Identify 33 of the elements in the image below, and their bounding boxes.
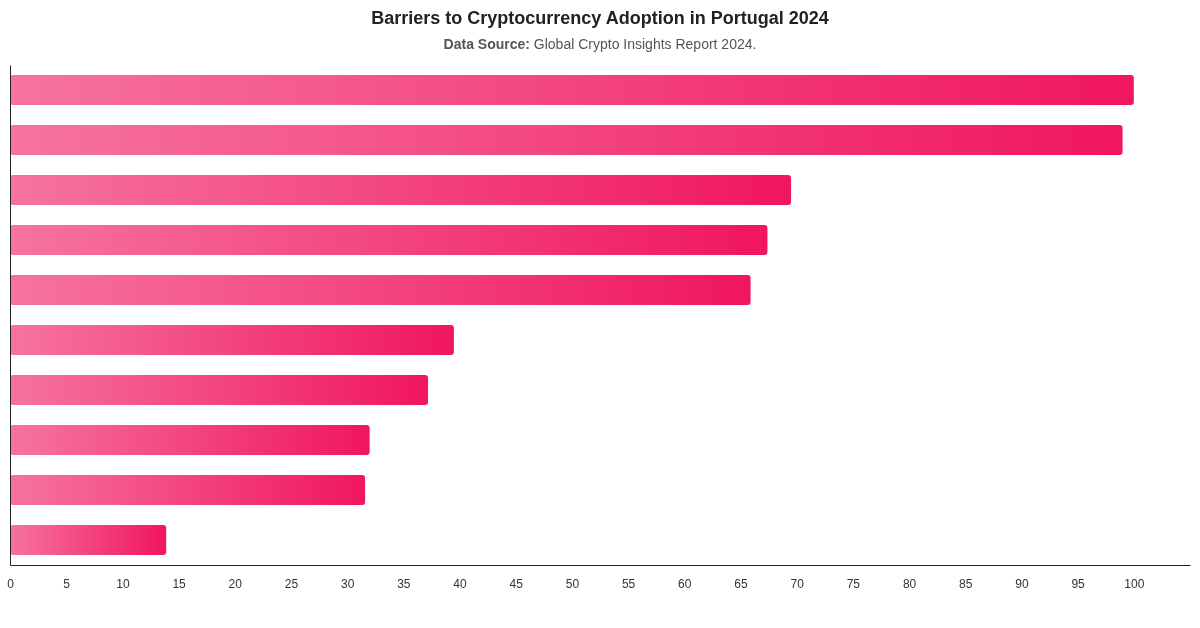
bar bbox=[10, 475, 366, 505]
x-tick-label: 85 bbox=[959, 576, 973, 591]
chart-title: Barriers to Cryptocurrency Adoption in Portugal 2024 bbox=[371, 8, 829, 28]
x-tick-label: 100 bbox=[1124, 576, 1145, 591]
bar bbox=[10, 75, 1134, 105]
bar bbox=[10, 225, 768, 255]
x-tick-label: 55 bbox=[621, 576, 636, 591]
bar bbox=[10, 525, 167, 555]
x-tick-label: 90 bbox=[1015, 576, 1029, 591]
x-tick-label: 35 bbox=[397, 576, 411, 591]
chart-subtitle: Data Source: Global Crypto Insights Report 2024. bbox=[443, 36, 757, 52]
bar bbox=[10, 175, 792, 205]
x-tick-label: 60 bbox=[678, 576, 692, 591]
bar bbox=[10, 375, 429, 405]
x-tick-label: 95 bbox=[1071, 576, 1086, 591]
bar bbox=[10, 425, 370, 455]
x-tick-label: 50 bbox=[565, 576, 580, 591]
x-tick-label: 75 bbox=[846, 576, 861, 591]
bar bbox=[10, 125, 1123, 155]
x-tick-label: 0 bbox=[7, 576, 15, 591]
x-tick-label: 25 bbox=[284, 576, 299, 591]
x-tick-label: 70 bbox=[790, 576, 805, 591]
x-tick-label: 45 bbox=[509, 576, 524, 591]
x-tick-label: 5 bbox=[63, 576, 71, 591]
x-tick-label: 20 bbox=[228, 576, 243, 591]
x-tick-label: 40 bbox=[453, 576, 468, 591]
x-tick-label: 30 bbox=[340, 576, 355, 591]
bar bbox=[10, 325, 454, 355]
x-tick-label: 65 bbox=[734, 576, 748, 591]
x-tick-label: 80 bbox=[902, 576, 917, 591]
x-tick-label: 10 bbox=[116, 576, 130, 591]
x-tick-label: 15 bbox=[172, 576, 187, 591]
bar bbox=[10, 275, 751, 305]
